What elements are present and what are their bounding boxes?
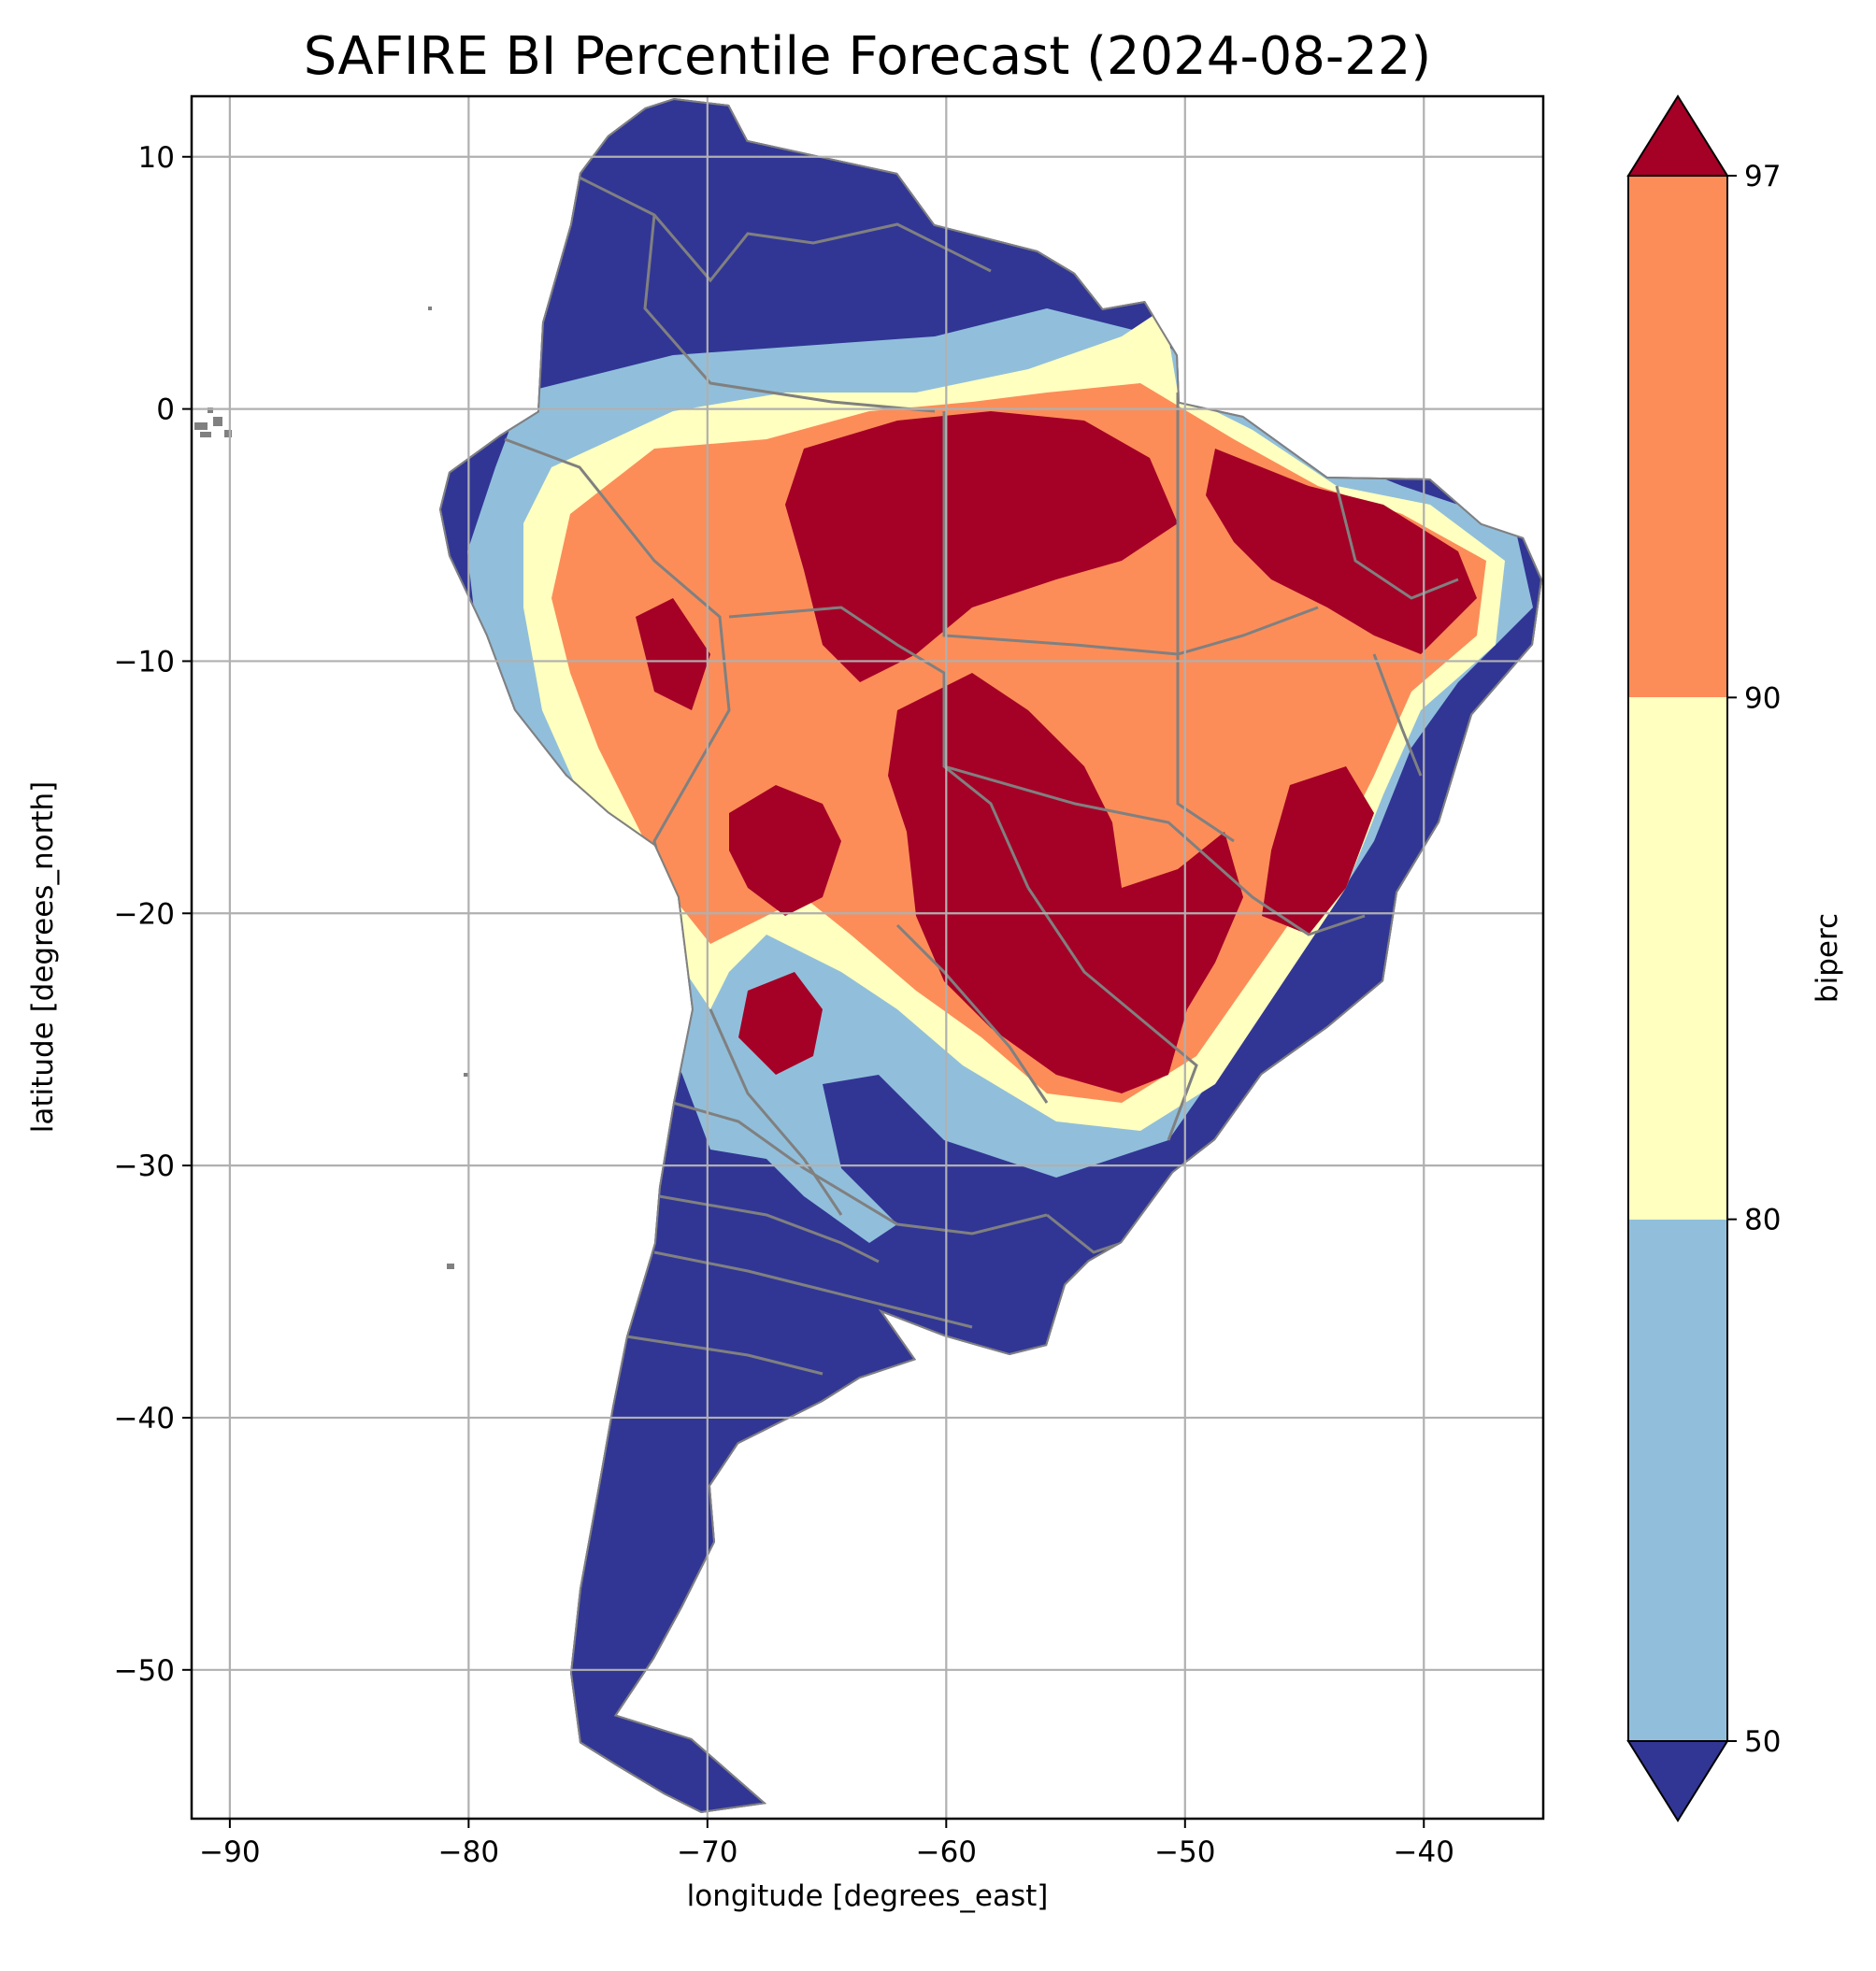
y-tick-label: −30 [114,1150,175,1183]
y-tick-label: −10 [114,645,175,678]
chart-title: SAFIRE BI Percentile Forecast (2024-08-2… [304,26,1431,87]
gridlines [192,96,1543,1819]
plot-frame [190,94,1545,1821]
colorbar-band-50-80 [1628,1220,1727,1741]
small-island [428,307,432,310]
colorbar-tick-label: 97 [1744,160,1781,193]
colorbar-tick-label: 80 [1744,1204,1781,1237]
biperc-region-over-97 [636,411,1477,1093]
y-axis-label: latitude [degrees_north] [26,781,60,1133]
x-tick-label: −50 [1154,1835,1215,1869]
x-tick-label: −70 [677,1835,738,1869]
colorbar-label: biperc [1811,913,1844,1003]
y-axis-ticks: 10 0 −10 −20 −30 −40 −50 [114,141,192,1688]
x-tick-label: −60 [916,1835,977,1869]
small-island [447,1264,454,1269]
y-tick-label: −40 [114,1402,175,1435]
colorbar-frame [1627,175,1728,1742]
x-axis-label: longitude [degrees_east] [687,1879,1049,1913]
x-axis-ticks: −90 −80 −70 −60 −50 −40 [199,1819,1454,1869]
y-tick-label: −20 [114,897,175,931]
admin-borders [504,176,1459,1376]
x-tick-label: −80 [438,1835,499,1869]
colorbar-extend-over [1626,94,1729,177]
y-tick-label: 10 [138,141,175,175]
y-tick-label: 0 [156,393,175,427]
galapagos-islands [194,407,232,437]
small-island [464,1073,469,1077]
colorbar-band-80-90 [1628,697,1727,1220]
x-tick-label: −90 [199,1835,260,1869]
y-tick-label: −50 [114,1654,175,1688]
colorbar-extend-under [1626,1740,1729,1822]
colorbar-tick-label: 90 [1744,681,1781,715]
colorbar-band-90-97 [1628,176,1727,697]
colorbar-tick-label: 50 [1744,1725,1781,1759]
x-tick-label: −40 [1394,1835,1454,1869]
colorbar-ticks: 50 80 90 97 [1727,160,1781,1759]
colorbar: 50 80 90 97 biperc [1626,94,1844,1822]
